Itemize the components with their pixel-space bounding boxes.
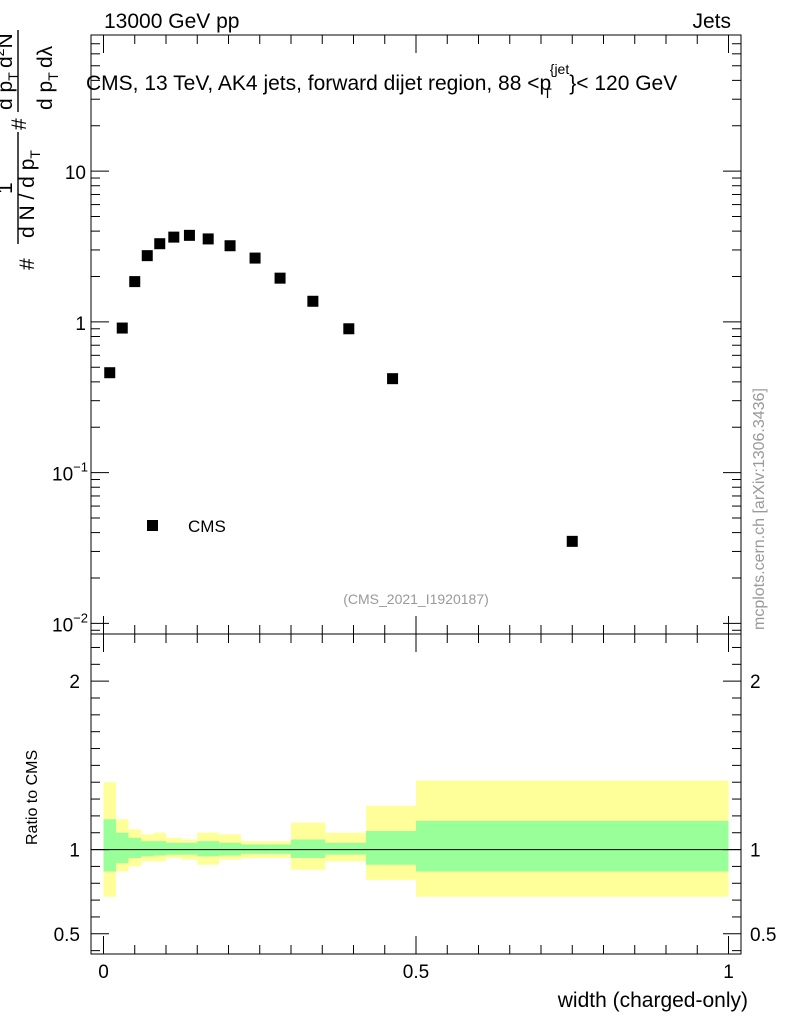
- header-left: 13000 GeV pp: [104, 10, 239, 33]
- stat-band-11: [291, 839, 326, 858]
- ylabel-dn-sub: T: [27, 150, 43, 159]
- data-point: [307, 295, 319, 307]
- data-point: [116, 322, 128, 334]
- title-tail: }< 120 GeV: [569, 72, 677, 95]
- header-right: Jets: [692, 10, 731, 33]
- title-main: CMS, 13 TeV, AK4 jets, forward dijet reg…: [86, 72, 551, 95]
- tick-base: 10: [52, 615, 73, 636]
- legend-marker: [147, 520, 158, 531]
- data-point: [154, 238, 166, 250]
- ylabel-hash2: #: [8, 118, 31, 130]
- stat-band-2: [128, 837, 141, 858]
- ylabel-d2-rest: N: [0, 33, 17, 48]
- svg-text:d N / d pT: d N / d pT: [16, 150, 43, 238]
- data-point: [141, 250, 153, 262]
- data-point: [566, 535, 578, 547]
- data-point: [168, 231, 180, 243]
- svg-text:d2N: d2N: [0, 33, 17, 68]
- ratio-tick-label-left: 1: [69, 841, 80, 862]
- side-label: mcplots.cern.ch [arXiv:1306.3436]: [751, 388, 768, 630]
- ratio-tick-label-right: 2: [750, 672, 761, 693]
- data-point: [274, 272, 286, 284]
- ylabel-dp-sub: T: [45, 72, 61, 81]
- ylabel-dp2: d p: [0, 81, 17, 110]
- svg-text:#: #: [16, 258, 39, 270]
- svg-text:d pT: d pT: [34, 72, 61, 110]
- stat-band-4: [153, 841, 166, 856]
- ylabel-dl: dλ: [34, 45, 57, 68]
- ratio-tick-label-right: 0.5: [750, 925, 776, 946]
- stat-band-14: [416, 820, 729, 872]
- data-point: [343, 323, 355, 335]
- tick-exponent: −1: [73, 460, 88, 475]
- ratio-tick-label-left: 2: [69, 672, 80, 693]
- main-y-tick-label: 10: [65, 163, 86, 184]
- stat-band-5: [166, 842, 182, 855]
- legend-label: CMS: [188, 517, 226, 536]
- data-point: [129, 276, 141, 288]
- ratio-tick-label-right: 1: [750, 841, 761, 862]
- stat-band-13: [366, 831, 416, 865]
- data-markers: [104, 229, 578, 547]
- x-tick-label: 1: [723, 962, 734, 983]
- plot-title: CMS, 13 TeV, AK4 jets, forward dijet reg…: [86, 61, 677, 101]
- ylabel-d2-sup: 2: [0, 48, 7, 56]
- ratio-tick-label-left: 0.5: [54, 925, 80, 946]
- stat-band-0: [103, 819, 116, 872]
- ylabel-dp: d p: [34, 81, 57, 110]
- data-point: [387, 373, 399, 385]
- data-point: [224, 240, 236, 252]
- ylabel-hash1: #: [16, 258, 39, 270]
- tick-base: 1: [75, 314, 86, 335]
- main-y-tick-label: 10−2: [52, 610, 88, 636]
- data-point: [183, 229, 195, 241]
- data-point: [104, 367, 116, 379]
- x-tick-label: 0: [98, 962, 109, 983]
- tick-base: 10: [52, 465, 73, 486]
- x-tick-label: 0.5: [403, 962, 429, 983]
- main-frame: [90, 34, 742, 635]
- title-sub: T: [543, 85, 552, 101]
- x-axis-label: width (charged-only): [557, 989, 748, 1012]
- stat-band-3: [141, 841, 154, 857]
- svg-text:d pT: d pT: [0, 72, 21, 110]
- title-sup: {jet: [550, 61, 570, 77]
- stat-band-6: [181, 842, 198, 855]
- main-y-tick-label: 1: [75, 314, 86, 335]
- main-y-label: # d N / d pT 1 # d pT d pT dλ d2N: [0, 30, 61, 270]
- tick-exponent: −2: [73, 610, 88, 625]
- ylabel-one: 1: [0, 182, 17, 194]
- data-point: [249, 252, 261, 264]
- ylabel-d2: d: [0, 56, 17, 68]
- ylabel-dn: d N / d p: [16, 159, 39, 238]
- ratio-y-label: Ratio to CMS: [24, 750, 41, 845]
- main-y-tick-label: 10−1: [52, 460, 88, 486]
- data-point: [202, 233, 214, 245]
- ratio-bands: [103, 780, 729, 897]
- stat-band-7: [197, 841, 220, 857]
- stat-band-12: [325, 842, 366, 855]
- tick-base: 10: [65, 163, 86, 184]
- ylabel-dp2-sub: T: [5, 72, 21, 81]
- stat-band-1: [116, 832, 129, 864]
- analysis-id-watermark: (CMS_2021_I1920187): [343, 591, 489, 607]
